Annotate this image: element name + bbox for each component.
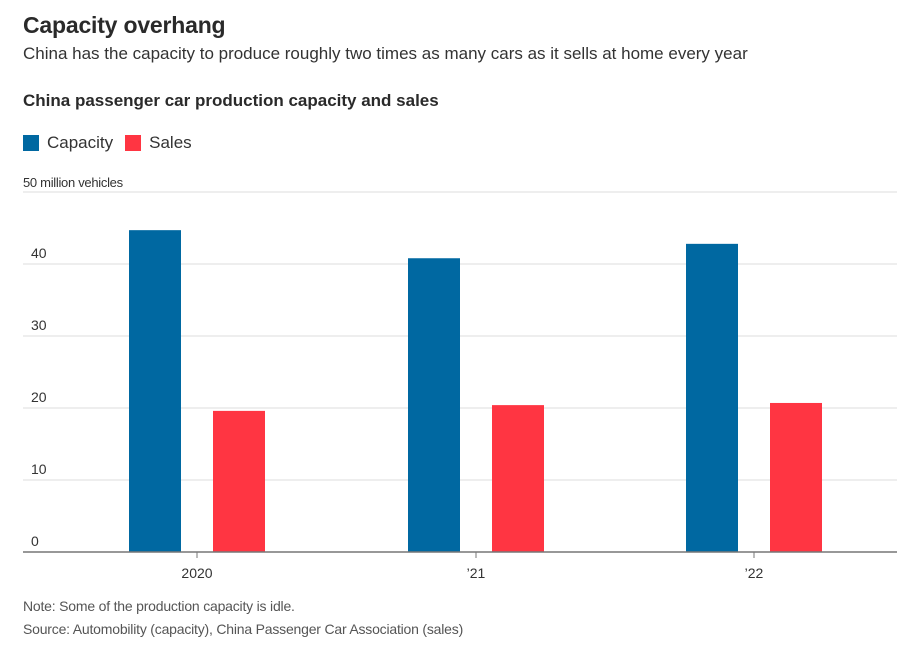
bar-capacity-0	[129, 230, 181, 552]
legend-swatch-capacity	[23, 135, 39, 151]
bar-capacity-1	[408, 258, 460, 552]
chart-title: China passenger car production capacity …	[23, 91, 439, 110]
legend: Capacity Sales	[23, 133, 204, 153]
x-tick-label: ’22	[745, 565, 764, 581]
x-tick-label: ’21	[467, 565, 486, 581]
bar-capacity-2	[686, 243, 738, 552]
legend-item-sales: Sales	[125, 133, 192, 153]
page-title: Capacity overhang	[23, 12, 226, 38]
y-tick-label: 0	[31, 533, 39, 549]
page-subtitle: China has the capacity to produce roughl…	[23, 44, 748, 63]
y-axis-unit-label: 50 million vehicles	[23, 175, 123, 190]
bar-sales-0	[213, 410, 265, 552]
legend-swatch-sales	[125, 135, 142, 151]
bar-sales-1	[492, 405, 544, 552]
bar-sales-2	[770, 402, 822, 552]
legend-label-sales: Sales	[149, 133, 192, 152]
chart-note: Note: Some of the production capacity is…	[23, 598, 295, 614]
y-tick-label: 30	[31, 317, 47, 333]
y-tick-label: 20	[31, 389, 47, 405]
y-tick-label: 40	[31, 245, 47, 261]
legend-item-capacity: Capacity	[23, 133, 113, 153]
x-tick-label: 2020	[181, 565, 212, 581]
y-tick-label: 10	[31, 461, 47, 477]
legend-label-capacity: Capacity	[47, 133, 114, 152]
chart-source: Source: Automobility (capacity), China P…	[23, 621, 464, 637]
